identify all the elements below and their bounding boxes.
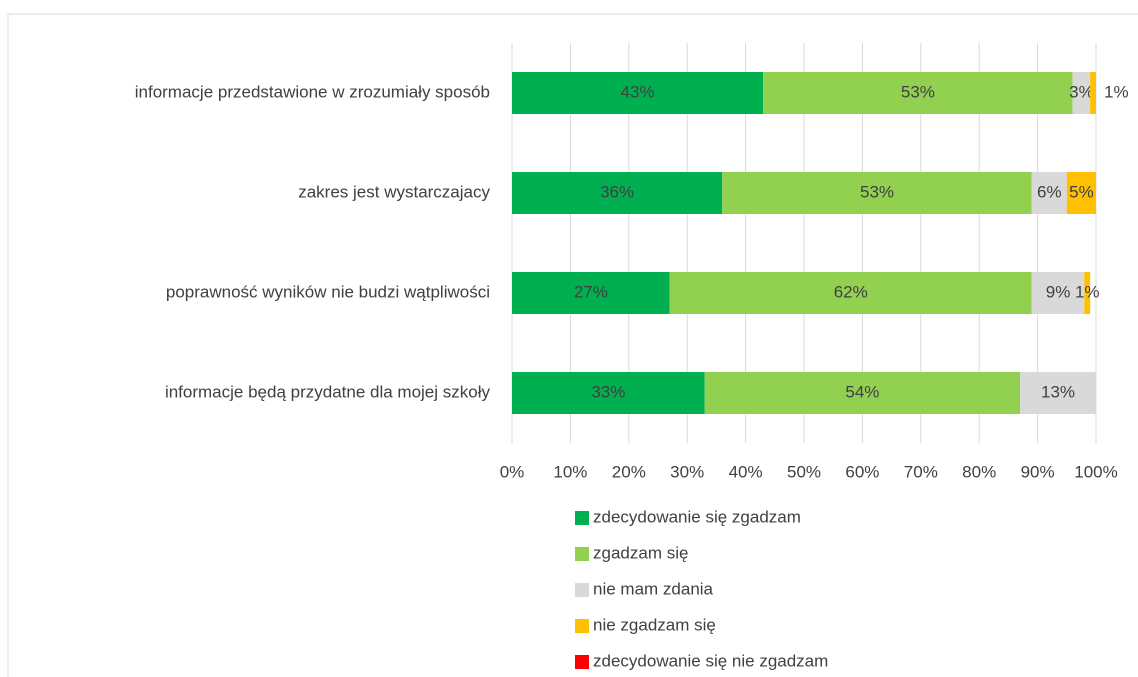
bar-segment	[512, 172, 723, 214]
y-tick-label: informacje będą przydatne dla mojej szko…	[165, 382, 491, 401]
bar-segment	[669, 272, 1032, 314]
data-label: 5%	[1069, 182, 1094, 201]
data-label: 9%	[1046, 282, 1071, 301]
data-label: 33%	[591, 382, 625, 401]
x-tick-label: 60%	[845, 462, 879, 481]
data-label: 53%	[860, 182, 894, 201]
data-label: 27%	[574, 282, 608, 301]
bar-segment	[1020, 372, 1096, 414]
x-tick-label: 70%	[904, 462, 938, 481]
chart-frame	[7, 13, 1138, 677]
bar-segment	[1031, 172, 1067, 214]
x-tick-label: 10%	[553, 462, 587, 481]
bar-segment	[512, 272, 670, 314]
data-label: 62%	[834, 282, 868, 301]
bar-segment	[1031, 272, 1085, 314]
bar-segment	[1084, 272, 1091, 314]
data-label: 13%	[1041, 382, 1075, 401]
x-tick-label: 0%	[500, 462, 525, 481]
data-label: 1%	[1104, 82, 1129, 101]
bar-segment	[512, 372, 705, 414]
y-tick-label: zakres jest wystarczajacy	[298, 182, 490, 201]
bar-segment	[1066, 172, 1096, 214]
legend-label: nie zgadzam się	[593, 615, 716, 634]
bar-segment	[1090, 72, 1096, 114]
x-tick-label: 40%	[729, 462, 763, 481]
x-tick-label: 50%	[787, 462, 821, 481]
legend-swatch	[575, 583, 589, 597]
data-label: 1%	[1075, 282, 1100, 301]
data-label: 36%	[600, 182, 634, 201]
data-label: 6%	[1037, 182, 1062, 201]
x-tick-label: 80%	[962, 462, 996, 481]
bar-segment	[1072, 72, 1091, 114]
legend-label: nie mam zdania	[593, 579, 714, 598]
data-label: 3%	[1069, 82, 1094, 101]
bar-segment	[722, 172, 1032, 214]
bar-segment	[704, 372, 1021, 414]
x-tick-label: 100%	[1074, 462, 1117, 481]
legend-swatch	[575, 655, 589, 669]
legend-label: zdecydowanie się zgadzam	[593, 507, 801, 526]
legend-swatch	[575, 619, 589, 633]
x-tick-label: 30%	[670, 462, 704, 481]
legend-swatch	[575, 511, 589, 525]
bar-segment	[512, 72, 764, 114]
legend-label: zgadzam się	[593, 543, 688, 562]
legend-label: zdecydowanie się nie zgadzam	[593, 651, 828, 670]
legend-swatch	[575, 547, 589, 561]
data-label: 43%	[621, 82, 655, 101]
bar-segment	[763, 72, 1073, 114]
y-tick-label: poprawność wyników nie budzi wątpliwości	[166, 282, 490, 301]
x-tick-label: 90%	[1021, 462, 1055, 481]
y-tick-label: informacje przedstawione w zrozumiały sp…	[135, 82, 490, 101]
x-tick-label: 20%	[612, 462, 646, 481]
data-label: 54%	[845, 382, 879, 401]
data-label: 53%	[901, 82, 935, 101]
